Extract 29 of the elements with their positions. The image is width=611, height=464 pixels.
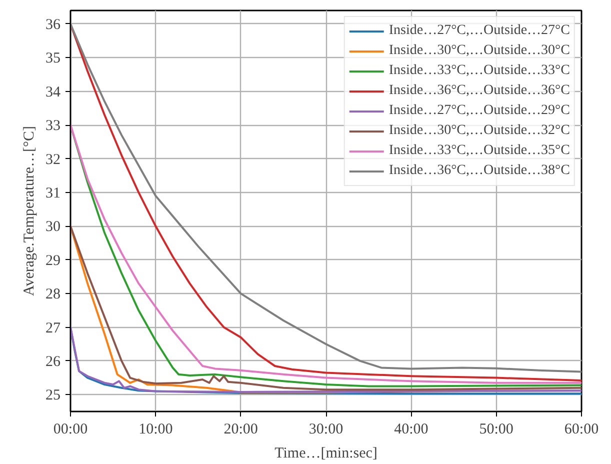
- y-tick-label: 28: [46, 286, 60, 303]
- x-tick-label: 30:00: [308, 422, 344, 438]
- y-tick-label: 26: [46, 354, 61, 370]
- legend-label: Inside…27°C,…Outside…27°C: [388, 23, 570, 39]
- legend-label: Inside…36°C,…Outside…38°C: [388, 163, 570, 179]
- legend-label: Inside…27°C,…Outside…29°C: [388, 103, 570, 119]
- x-tick-label: 40:00: [394, 422, 428, 438]
- y-tick-label: 31: [46, 185, 60, 202]
- x-axis-title: Time…[min:sec]: [274, 446, 378, 462]
- legend-label: Inside…30°C,…Outside…30°C: [388, 43, 570, 59]
- y-axis-title: Average.Temperature…[°C]: [22, 126, 38, 296]
- x-tick-label: 20:00: [224, 422, 258, 438]
- legend-label: Inside…30°C,…Outside…32°C: [388, 123, 570, 139]
- y-tick-label: 36: [46, 16, 61, 33]
- y-tick-label: 33: [46, 118, 60, 134]
- y-tick-label: 27: [46, 320, 61, 336]
- y-tick-label: 25: [46, 388, 60, 404]
- x-tick-label: 50:00: [479, 422, 514, 438]
- x-tick-label: 10:00: [138, 422, 173, 438]
- y-tick-label: 34: [46, 84, 61, 100]
- y-tick-label: 29: [46, 252, 60, 269]
- legend-label: Inside…33°C,…Outside…33°C: [388, 63, 570, 79]
- legend-label: Inside…36°C,…Outside…36°C: [388, 83, 570, 99]
- x-tick-label: 00:00: [53, 422, 88, 438]
- x-tick-label: 60:00: [564, 422, 599, 438]
- y-tick-label: 32: [46, 152, 60, 168]
- y-tick-label: 30: [46, 219, 60, 236]
- legend-label: Inside…33°C,…Outside…35°C: [388, 143, 570, 159]
- y-tick-label: 35: [46, 50, 60, 67]
